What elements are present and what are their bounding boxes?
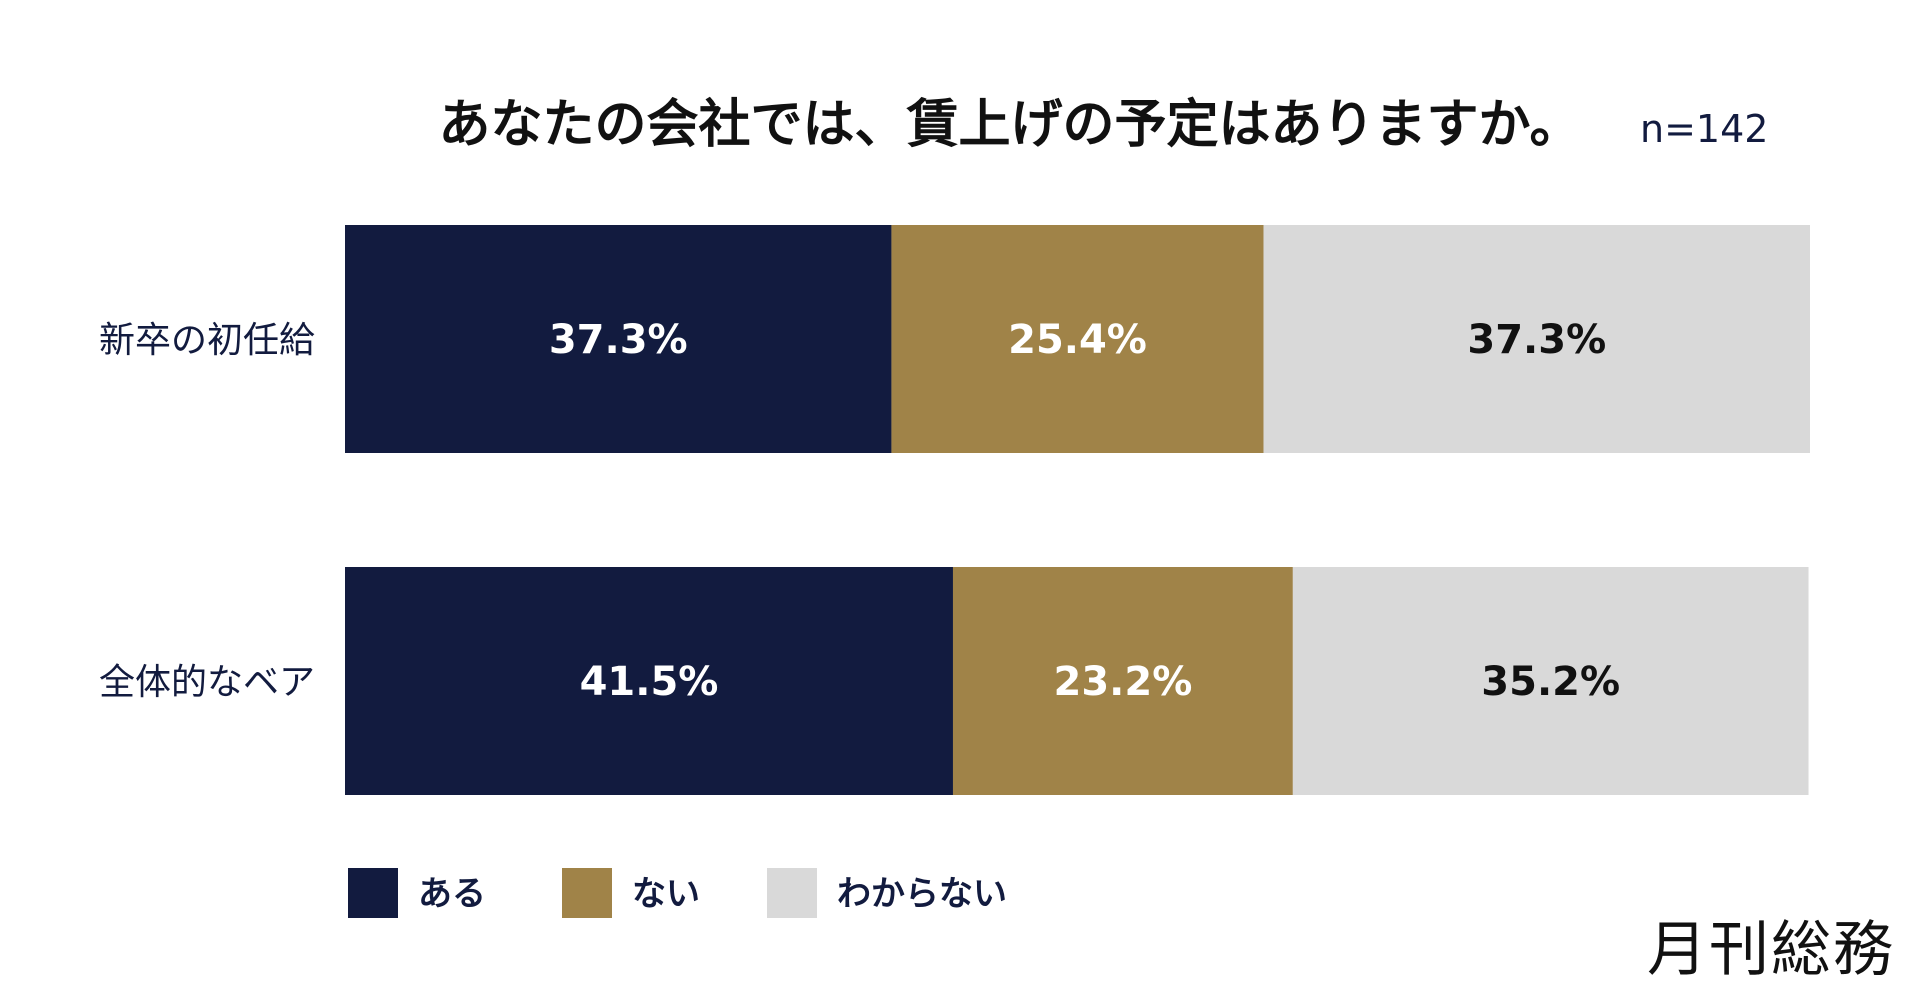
category-label: 新卒の初任給 bbox=[99, 320, 315, 361]
bar-segment bbox=[345, 567, 953, 795]
data-label: 35.2% bbox=[1481, 659, 1620, 705]
category-label: 全体的なベア bbox=[99, 662, 315, 703]
data-label: 25.4% bbox=[1008, 317, 1147, 363]
legend-swatch bbox=[562, 868, 612, 918]
legend-swatch bbox=[767, 868, 817, 918]
bar-segment bbox=[1263, 225, 1810, 453]
sample-size: n=142 bbox=[1640, 107, 1768, 151]
data-label: 37.3% bbox=[549, 317, 688, 363]
data-label: 41.5% bbox=[580, 659, 719, 705]
legend-label: ある bbox=[418, 874, 486, 914]
logo: 月刊総務 bbox=[1647, 915, 1895, 985]
bar-segment bbox=[891, 225, 1264, 453]
legend-label: ない bbox=[632, 874, 700, 914]
logo-text: 月刊総務 bbox=[1647, 915, 1895, 985]
legend-label: わからない bbox=[837, 874, 1007, 914]
legend: ある ない わからない bbox=[348, 868, 1007, 918]
bar-segment bbox=[345, 225, 892, 453]
chart-title: あなたの会社では、賃上げの予定はありますか。 bbox=[439, 95, 1582, 155]
data-label: 23.2% bbox=[1054, 659, 1193, 705]
data-label: 37.3% bbox=[1467, 317, 1606, 363]
bars-group: 新卒の初任給 37.3% 25.4% 37.3% 全体的なベア 41.5% 23.2% 35.… bbox=[99, 225, 1810, 795]
bar-segment bbox=[1292, 567, 1809, 795]
legend-swatch bbox=[348, 868, 398, 918]
bar-segment bbox=[952, 567, 1293, 795]
